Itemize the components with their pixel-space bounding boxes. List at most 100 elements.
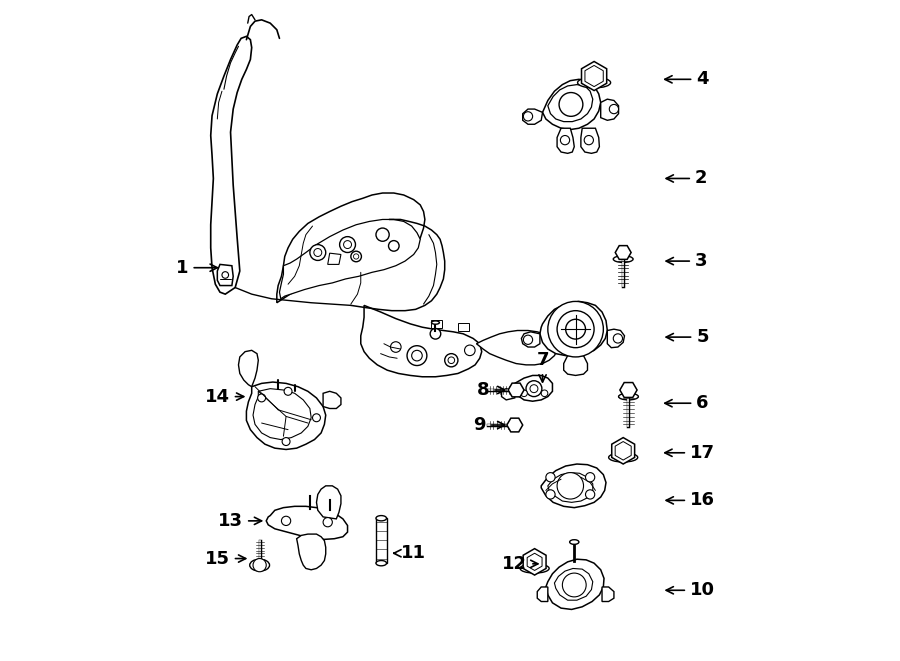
Polygon shape bbox=[602, 587, 614, 602]
Polygon shape bbox=[253, 389, 311, 440]
Circle shape bbox=[609, 104, 618, 114]
Polygon shape bbox=[515, 375, 553, 401]
Circle shape bbox=[310, 245, 326, 260]
Text: 1: 1 bbox=[176, 258, 217, 277]
Circle shape bbox=[566, 319, 586, 339]
Circle shape bbox=[586, 473, 595, 482]
Bar bbox=[431, 320, 442, 328]
Polygon shape bbox=[616, 246, 631, 259]
Circle shape bbox=[344, 241, 352, 249]
Ellipse shape bbox=[431, 321, 439, 324]
Polygon shape bbox=[608, 329, 625, 348]
Polygon shape bbox=[515, 387, 518, 391]
Polygon shape bbox=[540, 301, 608, 356]
Polygon shape bbox=[507, 418, 523, 432]
Circle shape bbox=[391, 342, 401, 352]
Text: 3: 3 bbox=[666, 252, 707, 270]
Polygon shape bbox=[317, 486, 341, 519]
Polygon shape bbox=[523, 549, 546, 575]
Circle shape bbox=[545, 473, 555, 482]
Text: 7: 7 bbox=[536, 351, 549, 382]
Text: 11: 11 bbox=[394, 544, 426, 563]
Circle shape bbox=[557, 473, 583, 499]
Circle shape bbox=[430, 329, 441, 339]
Polygon shape bbox=[554, 568, 593, 600]
Polygon shape bbox=[476, 330, 557, 365]
Bar bbox=[376, 518, 386, 563]
Circle shape bbox=[339, 237, 356, 253]
Circle shape bbox=[586, 490, 595, 499]
Polygon shape bbox=[527, 553, 542, 570]
Ellipse shape bbox=[578, 77, 610, 88]
Circle shape bbox=[282, 438, 290, 446]
Circle shape bbox=[524, 335, 533, 344]
Circle shape bbox=[323, 518, 332, 527]
Text: 15: 15 bbox=[205, 549, 246, 568]
Circle shape bbox=[526, 381, 542, 397]
Circle shape bbox=[524, 112, 533, 121]
Circle shape bbox=[445, 354, 458, 367]
Ellipse shape bbox=[608, 453, 638, 462]
Circle shape bbox=[376, 228, 389, 241]
Text: 4: 4 bbox=[665, 70, 709, 89]
Polygon shape bbox=[537, 587, 548, 602]
Circle shape bbox=[314, 249, 322, 256]
Circle shape bbox=[541, 390, 548, 397]
Text: 8: 8 bbox=[477, 381, 505, 399]
Text: 5: 5 bbox=[666, 328, 709, 346]
Polygon shape bbox=[581, 61, 607, 91]
Circle shape bbox=[407, 346, 427, 366]
Polygon shape bbox=[280, 219, 420, 299]
Ellipse shape bbox=[376, 561, 386, 566]
Polygon shape bbox=[238, 350, 258, 387]
Circle shape bbox=[562, 573, 586, 597]
Bar bbox=[458, 323, 469, 331]
Text: 16: 16 bbox=[666, 491, 715, 510]
Circle shape bbox=[257, 394, 266, 402]
Circle shape bbox=[312, 414, 320, 422]
Circle shape bbox=[613, 334, 623, 343]
Ellipse shape bbox=[520, 564, 549, 573]
Polygon shape bbox=[247, 382, 326, 449]
Polygon shape bbox=[600, 99, 618, 120]
Polygon shape bbox=[211, 36, 252, 294]
Polygon shape bbox=[323, 391, 341, 408]
Polygon shape bbox=[616, 442, 631, 460]
Circle shape bbox=[282, 516, 291, 525]
Text: 10: 10 bbox=[666, 581, 715, 600]
Polygon shape bbox=[277, 193, 425, 303]
Text: 17: 17 bbox=[665, 444, 715, 462]
Polygon shape bbox=[523, 109, 543, 124]
Polygon shape bbox=[501, 389, 515, 400]
Circle shape bbox=[545, 490, 555, 499]
Text: 13: 13 bbox=[218, 512, 262, 530]
Polygon shape bbox=[548, 473, 593, 502]
Text: 9: 9 bbox=[473, 416, 505, 434]
Ellipse shape bbox=[376, 516, 386, 521]
Circle shape bbox=[557, 311, 594, 348]
Ellipse shape bbox=[613, 256, 633, 262]
Circle shape bbox=[548, 301, 603, 357]
Circle shape bbox=[351, 251, 362, 262]
Circle shape bbox=[222, 272, 229, 278]
Polygon shape bbox=[328, 253, 341, 264]
Text: 6: 6 bbox=[665, 394, 709, 412]
Polygon shape bbox=[620, 383, 637, 397]
Polygon shape bbox=[548, 85, 593, 122]
Circle shape bbox=[530, 385, 538, 393]
Circle shape bbox=[389, 241, 399, 251]
Polygon shape bbox=[541, 464, 606, 508]
Polygon shape bbox=[557, 128, 574, 153]
Polygon shape bbox=[217, 264, 233, 286]
Circle shape bbox=[464, 345, 475, 356]
Polygon shape bbox=[545, 559, 604, 609]
Polygon shape bbox=[297, 534, 326, 570]
Polygon shape bbox=[563, 356, 588, 375]
Circle shape bbox=[411, 350, 422, 361]
Ellipse shape bbox=[249, 559, 269, 571]
Text: 2: 2 bbox=[666, 169, 707, 188]
Ellipse shape bbox=[618, 393, 638, 400]
Polygon shape bbox=[508, 383, 524, 397]
Text: 12: 12 bbox=[502, 555, 538, 573]
Circle shape bbox=[448, 357, 454, 364]
